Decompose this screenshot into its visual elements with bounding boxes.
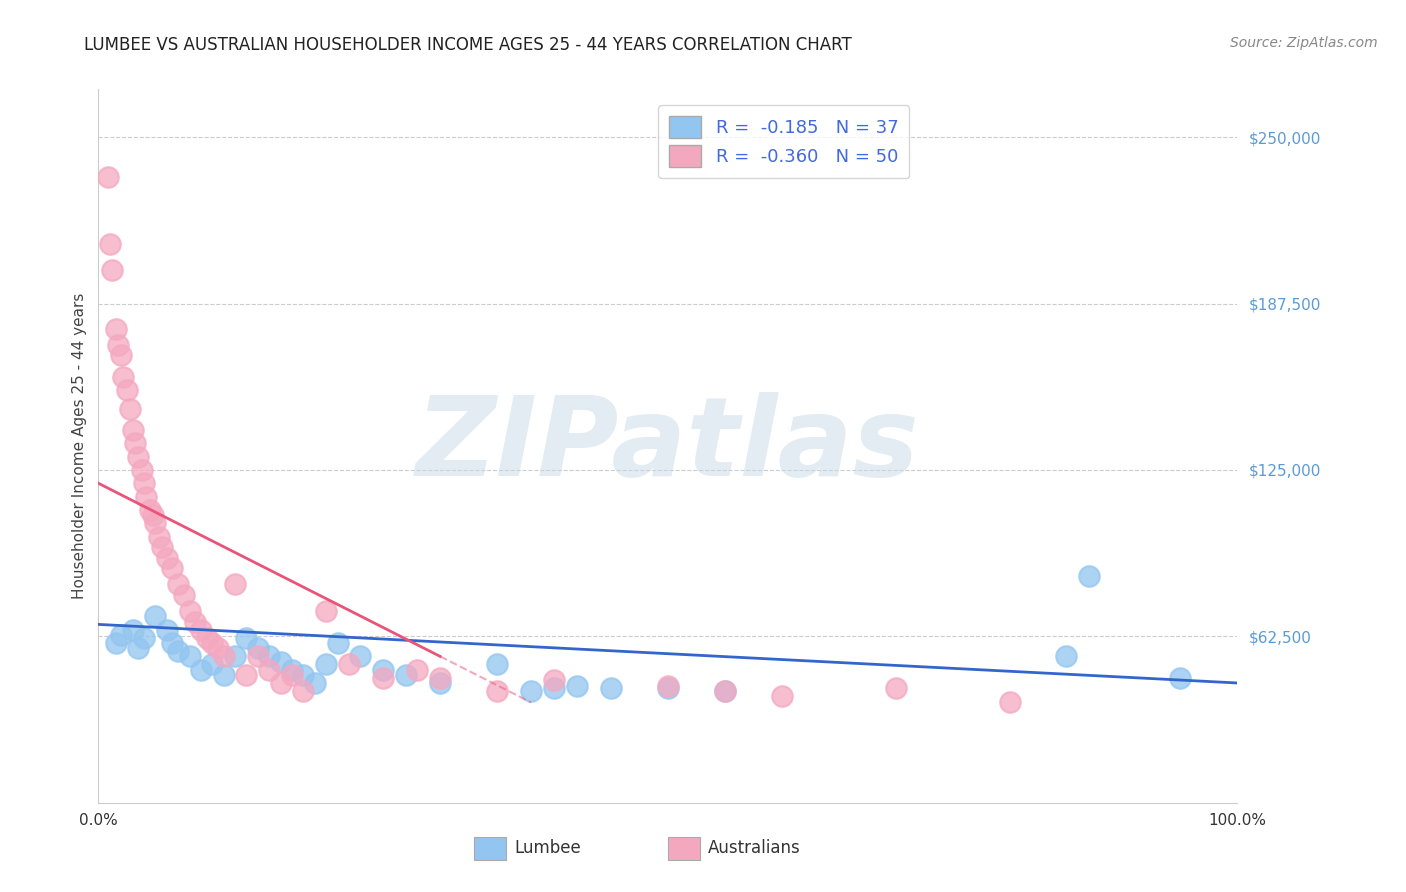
Point xyxy=(429,671,451,685)
Text: Australians: Australians xyxy=(707,839,800,857)
Point xyxy=(520,684,543,698)
Point xyxy=(326,636,349,650)
FancyBboxPatch shape xyxy=(668,837,700,860)
Point xyxy=(179,604,201,618)
Point xyxy=(156,623,179,637)
Point xyxy=(195,631,218,645)
Point xyxy=(101,263,124,277)
Point xyxy=(1170,671,1192,685)
Point xyxy=(1056,649,1078,664)
Point xyxy=(543,681,565,696)
Point xyxy=(145,516,167,531)
Point xyxy=(714,684,737,698)
Text: Lumbee: Lumbee xyxy=(515,839,581,857)
Point xyxy=(770,690,793,704)
Point xyxy=(142,508,165,523)
Point xyxy=(96,170,118,185)
Point xyxy=(104,636,127,650)
Point xyxy=(184,615,207,629)
Point xyxy=(657,681,679,696)
Point xyxy=(270,655,292,669)
Point xyxy=(565,679,588,693)
Point xyxy=(1078,569,1101,583)
Point xyxy=(600,681,623,696)
Point xyxy=(127,450,149,464)
Point xyxy=(104,322,127,336)
Point xyxy=(173,588,195,602)
Text: LUMBEE VS AUSTRALIAN HOUSEHOLDER INCOME AGES 25 - 44 YEARS CORRELATION CHART: LUMBEE VS AUSTRALIAN HOUSEHOLDER INCOME … xyxy=(84,36,852,54)
Point xyxy=(270,676,292,690)
Point xyxy=(190,663,212,677)
Point xyxy=(121,423,143,437)
Point xyxy=(212,649,235,664)
Point xyxy=(337,657,360,672)
Text: ZIPatlas: ZIPatlas xyxy=(416,392,920,500)
Point xyxy=(135,490,157,504)
Point xyxy=(132,476,155,491)
Point xyxy=(998,695,1021,709)
Point xyxy=(121,623,143,637)
Point xyxy=(281,663,304,677)
Point xyxy=(224,577,246,591)
Legend: R =  -0.185   N = 37, R =  -0.360   N = 50: R = -0.185 N = 37, R = -0.360 N = 50 xyxy=(658,105,910,178)
Point xyxy=(235,668,257,682)
Point xyxy=(371,671,394,685)
Point xyxy=(132,631,155,645)
Point xyxy=(120,401,142,416)
Point xyxy=(167,644,190,658)
Point xyxy=(201,636,224,650)
Point xyxy=(292,668,315,682)
Point xyxy=(884,681,907,696)
Point xyxy=(124,436,146,450)
Point xyxy=(259,663,281,677)
Point xyxy=(207,641,229,656)
Point xyxy=(190,623,212,637)
Point xyxy=(224,649,246,664)
Point xyxy=(292,684,315,698)
Point xyxy=(156,550,179,565)
Point xyxy=(179,649,201,664)
Point xyxy=(212,668,235,682)
Point xyxy=(246,641,269,656)
Point xyxy=(315,657,337,672)
FancyBboxPatch shape xyxy=(474,837,506,860)
Point xyxy=(98,236,121,251)
Point xyxy=(486,657,509,672)
Point xyxy=(429,676,451,690)
Point xyxy=(127,641,149,656)
Point xyxy=(131,463,153,477)
Point xyxy=(406,663,429,677)
Point xyxy=(714,684,737,698)
Point xyxy=(107,338,129,352)
Point xyxy=(201,657,224,672)
Point xyxy=(110,628,132,642)
Point xyxy=(162,636,184,650)
Point xyxy=(235,631,257,645)
Point xyxy=(657,679,679,693)
Point xyxy=(115,383,138,397)
Point xyxy=(304,676,326,690)
Point xyxy=(112,369,135,384)
Point xyxy=(138,503,160,517)
Point xyxy=(167,577,190,591)
Point xyxy=(246,649,269,664)
Y-axis label: Householder Income Ages 25 - 44 years: Householder Income Ages 25 - 44 years xyxy=(72,293,87,599)
Text: Source: ZipAtlas.com: Source: ZipAtlas.com xyxy=(1230,36,1378,50)
Point xyxy=(349,649,371,664)
Point xyxy=(486,684,509,698)
Point xyxy=(281,668,304,682)
Point xyxy=(259,649,281,664)
Point xyxy=(145,609,167,624)
Point xyxy=(543,673,565,688)
Point xyxy=(150,540,173,554)
Point xyxy=(315,604,337,618)
Point xyxy=(371,663,394,677)
Point xyxy=(148,529,170,543)
Point xyxy=(395,668,418,682)
Point xyxy=(110,349,132,363)
Point xyxy=(162,561,184,575)
